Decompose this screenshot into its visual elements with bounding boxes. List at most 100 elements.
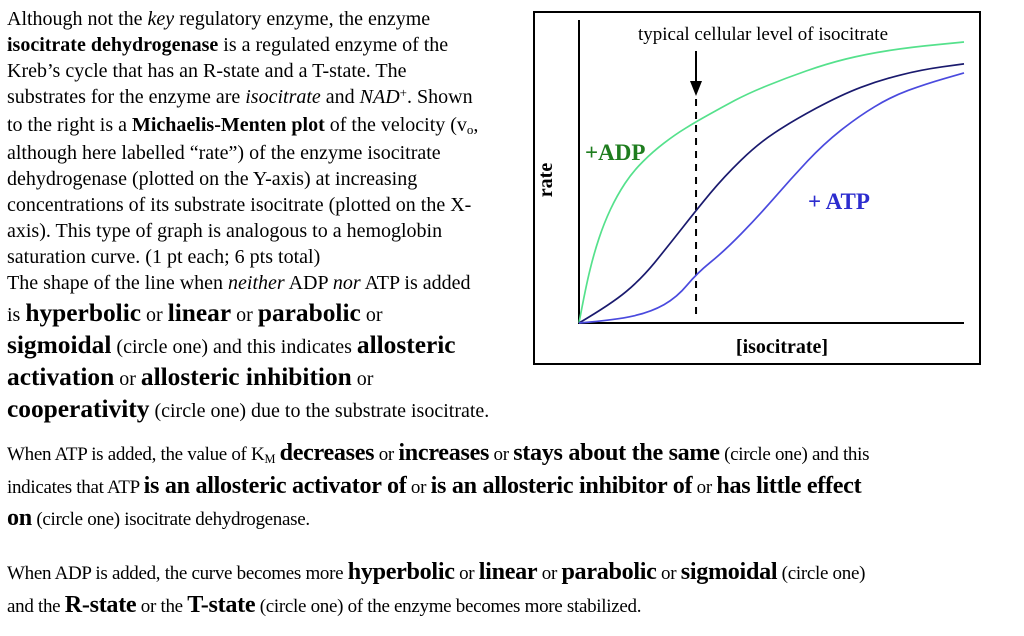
text-run: R-state xyxy=(64,591,137,618)
text-run: decreases xyxy=(279,439,375,466)
text-run: allosteric inhibition xyxy=(140,363,352,391)
text-line: The shape of the line when neither ADP n… xyxy=(7,268,537,298)
text-run: linear xyxy=(167,299,232,327)
intro-paragraph: Although not the key regulatory enzyme, … xyxy=(7,6,533,270)
text-run: or xyxy=(406,477,431,498)
text-run: has little effect xyxy=(716,472,862,499)
text-run: sigmoidal xyxy=(7,331,112,359)
text-run: cooperativity xyxy=(7,395,150,423)
text-run: or xyxy=(454,563,479,584)
text-run: or xyxy=(360,304,383,326)
text-run: although here labelled “rate”) of the en… xyxy=(7,142,441,164)
curve-atp xyxy=(578,72,965,324)
text-line: is hyperbolic or linear or parabolic or xyxy=(7,298,537,330)
text-run: or xyxy=(489,444,514,465)
text-run: (circle one) due to the substrate isocit… xyxy=(149,400,490,422)
text-run: (circle one) xyxy=(777,563,866,584)
text-run: is xyxy=(7,304,26,326)
text-run: M xyxy=(264,452,276,467)
text-run: nor xyxy=(332,272,361,294)
text-run: is an allosteric activator of xyxy=(143,472,407,499)
text-line: on (circle one) isocitrate dehydrogenase… xyxy=(7,503,1021,535)
text-line: to the right is a Michaelis-Menten plot … xyxy=(7,112,533,140)
text-run: The shape of the line when xyxy=(7,272,229,294)
text-run: (circle one) and this indicates xyxy=(111,336,357,358)
text-run: NAD xyxy=(359,86,400,108)
text-line: Kreb’s cycle that has an R-state and a T… xyxy=(7,58,533,84)
text-run: When ADP is added, the curve becomes mor… xyxy=(7,563,348,584)
michaelis-menten-plot: typical cellular level of isocitrate rat… xyxy=(533,11,981,365)
text-run: dehydrogenase (plotted on the Y-axis) at… xyxy=(7,168,418,190)
text-run: . Shown xyxy=(407,86,473,108)
text-run: or the xyxy=(136,596,188,617)
text-run: neither xyxy=(228,272,285,294)
text-run: hyperbolic xyxy=(347,558,455,585)
text-line: axis). This type of graph is analogous t… xyxy=(7,218,533,244)
text-run: (circle one) of the enzyme becomes more … xyxy=(255,596,642,617)
text-run: concentrations of its substrate isocitra… xyxy=(7,194,472,216)
text-run: saturation curve. (1 pt each; 6 pts tota… xyxy=(7,246,321,268)
text-run: parabolic xyxy=(561,558,657,585)
text-run: + xyxy=(399,85,408,101)
text-line: When ATP is added, the value of KM decre… xyxy=(7,438,1021,471)
text-run: or xyxy=(656,563,681,584)
text-run: is a regulated enzyme of the xyxy=(218,34,449,56)
text-run: Although not the xyxy=(7,8,148,30)
text-run: allosteric xyxy=(356,331,456,359)
question-adp-paragraph: When ADP is added, the curve becomes mor… xyxy=(7,556,1021,622)
text-line: cooperativity (circle one) due to the su… xyxy=(7,394,537,426)
text-run: linear xyxy=(478,558,538,585)
text-run: ATP is added xyxy=(360,272,471,294)
text-line: saturation curve. (1 pt each; 6 pts tota… xyxy=(7,244,533,270)
text-run: When ATP is added, the value of K xyxy=(7,444,265,465)
text-run: on xyxy=(7,504,32,531)
text-run: sigmoidal xyxy=(680,558,778,585)
text-run: regulatory enzyme, the enzyme xyxy=(174,8,431,30)
text-run: or xyxy=(537,563,562,584)
curve-no-adp-no-atp xyxy=(578,63,965,324)
question-shape-paragraph: The shape of the line when neither ADP n… xyxy=(7,268,537,426)
text-run: or xyxy=(141,304,168,326)
text-line: sigmoidal (circle one) and this indicate… xyxy=(7,330,537,362)
question-atp-km-paragraph: When ATP is added, the value of KM decre… xyxy=(7,438,1021,535)
text-run: and the xyxy=(7,596,65,617)
text-line: although here labelled “rate”) of the en… xyxy=(7,140,533,166)
y-axis-label: rate xyxy=(535,163,557,198)
text-run: or xyxy=(231,304,258,326)
text-run: (circle one) isocitrate dehydrogenase. xyxy=(31,509,310,530)
text-run: o xyxy=(466,122,474,138)
annotation-text: typical cellular level of isocitrate xyxy=(638,24,888,45)
text-run: activation xyxy=(7,363,115,391)
text-run: and xyxy=(320,86,360,108)
x-axis-label: [isocitrate] xyxy=(736,336,828,358)
text-run: or xyxy=(114,368,141,390)
curve-adp xyxy=(578,41,965,324)
text-run: parabolic xyxy=(257,299,361,327)
text-run: or xyxy=(351,368,374,390)
text-line: concentrations of its substrate isocitra… xyxy=(7,192,533,218)
text-line: substrates for the enzyme are isocitrate… xyxy=(7,84,533,112)
text-run: stays about the same xyxy=(513,439,720,466)
text-run: or xyxy=(374,444,399,465)
text-line: isocitrate dehydrogenase is a regulated … xyxy=(7,32,533,58)
text-run: is an allosteric inhibitor of xyxy=(430,472,693,499)
text-run: ADP xyxy=(284,272,333,294)
adp-series-label: +ADP xyxy=(585,140,645,165)
text-run: axis). This type of graph is analogous t… xyxy=(7,220,443,242)
text-line: dehydrogenase (plotted on the Y-axis) at… xyxy=(7,166,533,192)
text-run: hyperbolic xyxy=(25,299,142,327)
text-run: T-state xyxy=(187,591,256,618)
text-run: to the right is a xyxy=(7,114,132,136)
text-run: substrates for the enzyme are xyxy=(7,86,246,108)
text-run: or xyxy=(692,477,717,498)
mm-plot-svg: typical cellular level of isocitrate rat… xyxy=(535,20,965,358)
atp-series-label: + ATP xyxy=(808,189,870,214)
text-run: of the velocity (v xyxy=(324,114,467,136)
text-run: isocitrate dehydrogenase xyxy=(7,34,219,56)
text-run: indicates that ATP xyxy=(7,477,144,498)
text-line: Although not the key regulatory enzyme, … xyxy=(7,6,533,32)
text-line: indicates that ATP is an allosteric acti… xyxy=(7,471,1021,503)
text-line: and the R-state or the T-state (circle o… xyxy=(7,589,1021,622)
text-run: , xyxy=(473,114,479,136)
